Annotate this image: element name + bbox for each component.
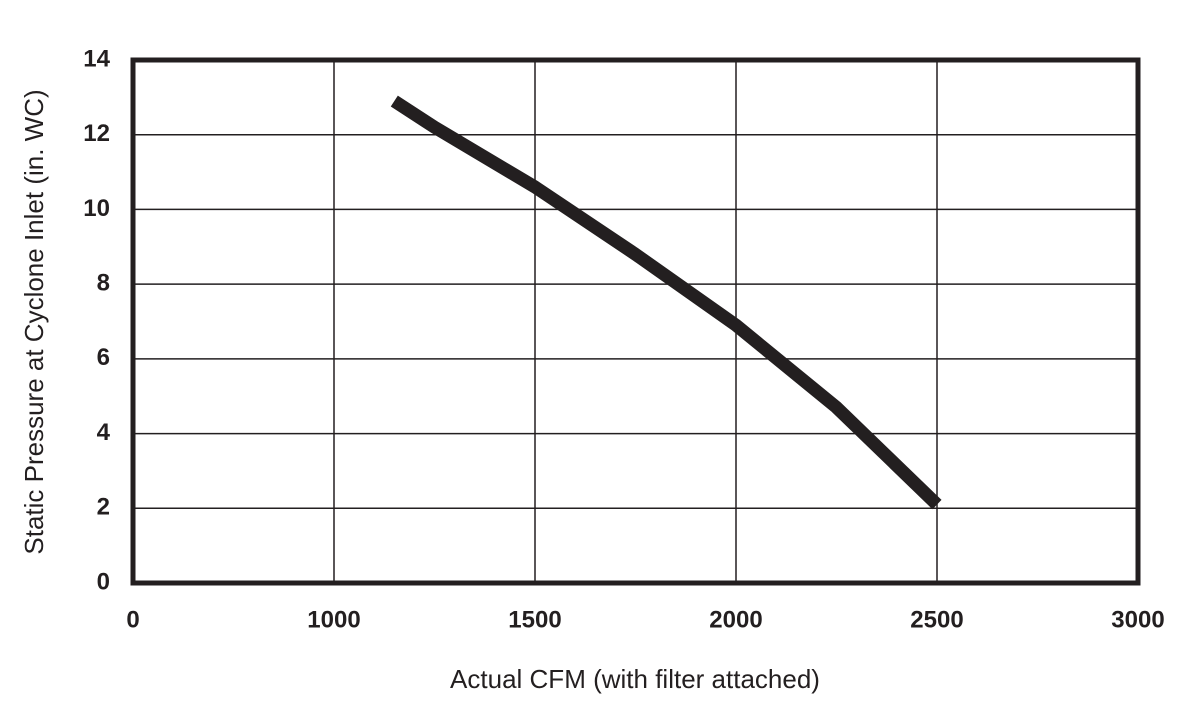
y-tick-label: 10 (83, 195, 110, 222)
y-tick-label: 12 (83, 120, 110, 147)
y-tick-label: 8 (97, 269, 110, 296)
plot-frame (130, 57, 1141, 586)
y-tick-label: 4 (97, 419, 111, 446)
x-tick-label: 2000 (709, 606, 762, 633)
x-tick-label: 2500 (910, 606, 963, 633)
x-tick-label: 1000 (307, 606, 360, 633)
y-axis-label: Static Pressure at Cyclone Inlet (in. WC… (19, 89, 49, 554)
y-tick-label: 6 (97, 344, 110, 371)
x-axis-label: Actual CFM (with filter attached) (450, 664, 820, 694)
y-tick-label: 0 (97, 568, 110, 595)
data-line (390, 95, 942, 510)
x-tick-label: 3000 (1111, 606, 1164, 633)
y-tick-label: 2 (97, 494, 110, 521)
y-tick-label: 14 (83, 45, 110, 72)
x-tick-label: 1500 (508, 606, 561, 633)
x-tick-label: 0 (126, 606, 139, 633)
